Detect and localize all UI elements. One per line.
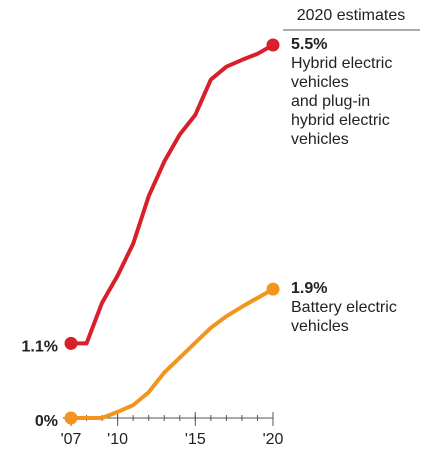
series-name: Battery electric vehicles — [291, 299, 397, 336]
x-tick-label: '07 — [61, 431, 82, 448]
end-dot — [64, 336, 78, 350]
end-label: 5.5% Hybrid electric vehicles and plug-in… — [291, 35, 392, 149]
y-tick-label: 1.1% — [22, 339, 58, 356]
end-dot — [266, 38, 280, 52]
end-dot — [266, 282, 280, 296]
x-tick-label: '10 — [107, 431, 128, 448]
y-tick-label: 0% — [35, 413, 58, 430]
chart-title: 2020 estimates — [297, 7, 406, 24]
value-label: 5.5% — [291, 36, 328, 53]
end-label: 1.9% Battery electric vehicles — [291, 279, 397, 336]
x-tick-label: '20 — [263, 431, 284, 448]
series-line — [71, 287, 274, 420]
x-tick-label: '15 — [185, 431, 206, 448]
series-line — [71, 43, 274, 346]
value-label: 1.9% — [291, 280, 328, 298]
series-name: Hybrid electric vehicles and plug-in hyb… — [291, 55, 393, 148]
end-dot — [64, 411, 78, 425]
